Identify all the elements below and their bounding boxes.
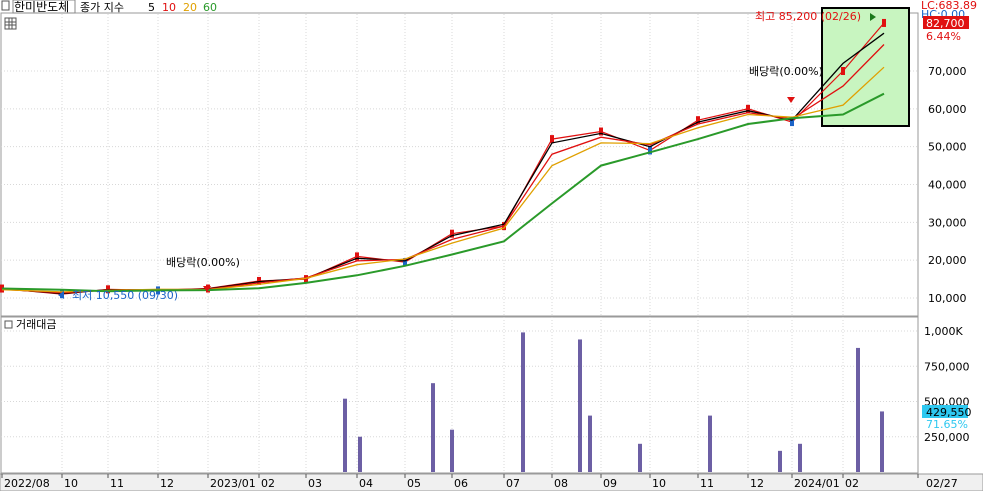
highlight-box — [821, 7, 910, 127]
ma20-label: 20 — [183, 1, 197, 14]
time-tick-label: 10 — [652, 477, 666, 490]
stock-name[interactable]: 한미반도체 — [14, 0, 69, 14]
annotation-label: 배당락(0.00%) — [749, 65, 823, 78]
price-candle — [257, 276, 261, 285]
grid-icon[interactable] — [4, 17, 17, 30]
low-marker — [58, 291, 64, 299]
volume-bar — [431, 383, 435, 472]
price-candle — [696, 116, 700, 125]
volume-pane[interactable] — [0, 316, 919, 474]
high-marker — [870, 13, 876, 21]
price-candle — [450, 229, 454, 238]
time-tick-label: 12 — [750, 477, 764, 490]
time-tick-label: 07 — [506, 477, 520, 490]
time-tick-label: 02 — [845, 477, 859, 490]
time-tick-label: 03 — [308, 477, 322, 490]
volume-bar — [856, 347, 860, 472]
time-tick-label: 06 — [454, 477, 468, 490]
time-tick-label: 2022/08 — [4, 477, 50, 490]
price-candle — [355, 252, 359, 261]
ma60-line — [1, 92, 885, 293]
volume-bar — [358, 436, 362, 472]
volume-bar — [880, 411, 884, 472]
volume-bar — [778, 450, 782, 472]
annotation-label: 최저 10,550 (09/30) — [72, 289, 178, 302]
annotation-label: 배당락(0.00%) — [166, 256, 240, 269]
volume-bar — [450, 429, 454, 472]
price-tick-label: 60,000 — [928, 103, 967, 116]
dividend-marker — [203, 286, 211, 292]
volume-bar — [521, 332, 525, 472]
time-tick-label: 04 — [359, 477, 373, 490]
last-volume-badge — [922, 405, 968, 418]
time-tick-label: 05 — [407, 477, 421, 490]
price-tick-label: 10,000 — [928, 292, 967, 305]
time-tick-label: 02/27 — [926, 477, 958, 490]
price-tick-label: 20,000 — [928, 254, 967, 267]
last-price-badge — [923, 16, 969, 29]
price-tick-label: 70,000 — [928, 65, 967, 78]
price-candle — [550, 135, 554, 144]
price-candle — [403, 258, 407, 267]
volume-bar — [638, 443, 642, 472]
indicator-label: 종가 지수 — [80, 1, 124, 14]
price-candle — [882, 18, 886, 27]
time-tick-label: 11 — [110, 477, 124, 490]
time-tick-label: 2023/01 — [210, 477, 256, 490]
volume-pane-icon[interactable] — [4, 320, 13, 329]
volume-pane-label: 거래대금 — [16, 318, 56, 331]
volume-pct: 71.65% — [926, 418, 968, 431]
price-candle — [841, 67, 845, 75]
price-candle — [304, 275, 308, 284]
price-candle — [599, 127, 603, 136]
price-candle — [746, 104, 750, 113]
lc-label: LC:683.89 — [921, 0, 977, 12]
volume-bar — [343, 398, 347, 472]
price-tick-label: 40,000 — [928, 179, 967, 192]
price-tick-label: 30,000 — [928, 216, 967, 229]
menu-icon[interactable] — [1, 0, 10, 11]
ma20-line — [1, 66, 885, 293]
last-price-value: 82,700 — [926, 17, 965, 30]
time-tick-label: 02 — [261, 477, 275, 490]
last-volume-value: 429,550 — [926, 406, 972, 419]
volume-bar — [578, 339, 582, 472]
time-tick-label: 09 — [603, 477, 617, 490]
time-tick-label: 10 — [64, 477, 78, 490]
change-pct: 6.44% — [926, 30, 961, 43]
ma10-label: 10 — [162, 1, 176, 14]
volume-tick-label: 250,000 — [924, 431, 970, 444]
time-tick-label: 12 — [160, 477, 174, 490]
price-pane[interactable] — [0, 12, 919, 317]
dividend-marker — [787, 97, 795, 103]
volume-bar — [708, 415, 712, 472]
volume-bar — [798, 443, 802, 472]
volume-bar — [588, 415, 592, 472]
volume-tick-label: 1,000K — [924, 325, 963, 338]
ma5-label: 5 — [148, 1, 155, 14]
ma60-label: 60 — [203, 1, 217, 14]
price-tick-label: 50,000 — [928, 141, 967, 154]
time-tick-label: 11 — [700, 477, 714, 490]
annotation-label: 최고 85,200 (02/26) — [755, 10, 861, 23]
time-tick-label: 08 — [554, 477, 568, 490]
volume-tick-label: 750,000 — [924, 360, 970, 373]
price-candle — [648, 146, 652, 155]
price-candle — [790, 118, 794, 127]
time-tick-label: 2024/01 — [794, 477, 840, 490]
